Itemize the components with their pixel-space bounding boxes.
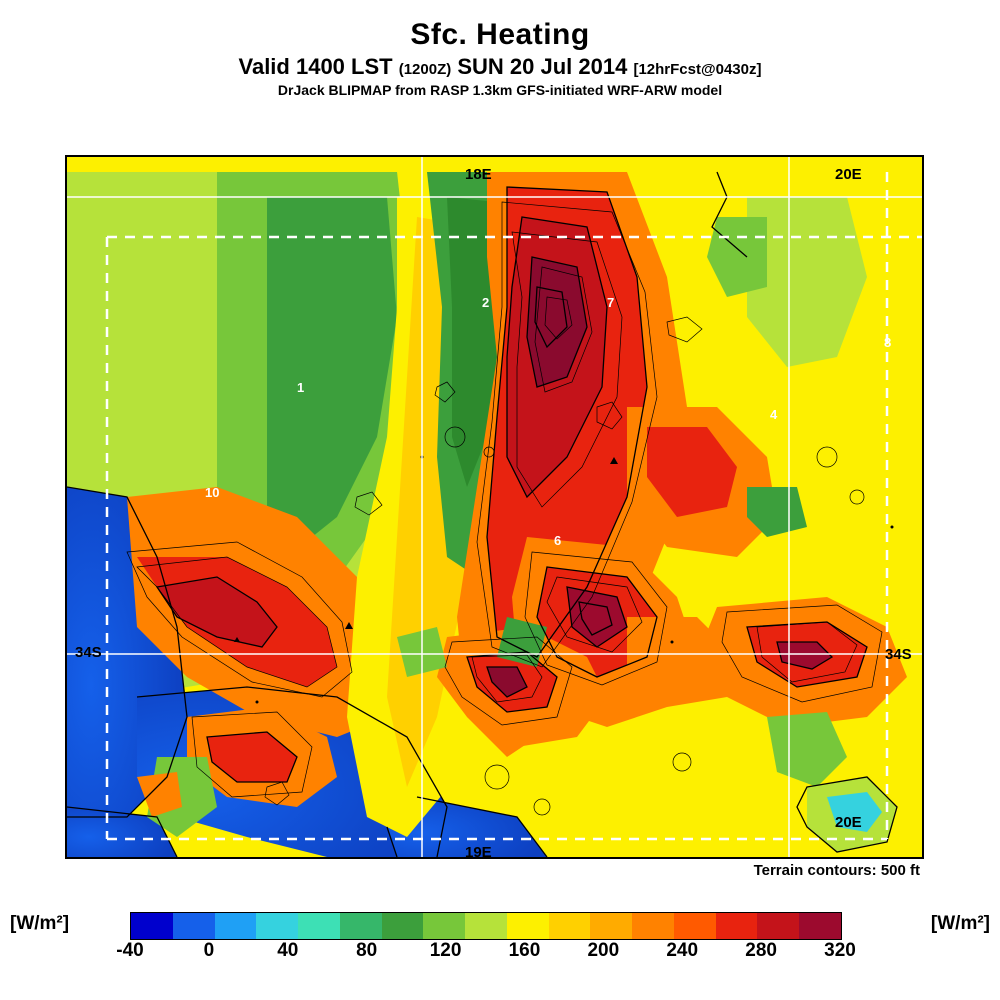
svg-text:2: 2 <box>482 295 489 310</box>
svg-text:34S: 34S <box>75 644 102 661</box>
colorbar-tick-320: 320 <box>824 940 856 962</box>
valid-bracket-text: [12hrFcst@0430z] <box>633 61 761 78</box>
svg-text:8: 8 <box>884 335 891 350</box>
colorbar-tick-0: 0 <box>204 940 215 962</box>
legend-right-unit-label: [W/m²] <box>931 913 990 935</box>
colorbar-segment <box>632 913 674 939</box>
valid-bold-text: Valid 1400 LST <box>239 54 393 79</box>
svg-text:34S: 34S <box>885 646 912 663</box>
colorbar-tick-280: 280 <box>745 940 777 962</box>
svg-text:6: 6 <box>554 533 561 548</box>
svg-text:4: 4 <box>770 407 778 422</box>
colorbar-segment <box>256 913 298 939</box>
colorbar-tick--40: -40 <box>116 940 143 962</box>
colorbar-segment <box>215 913 257 939</box>
valid-rest-text: SUN 20 Jul 2014 <box>457 54 627 79</box>
colorbar-segment <box>590 913 632 939</box>
valid-paren-text: (1200Z) <box>399 61 452 78</box>
colorbar-gradient <box>130 912 842 940</box>
svg-text:18E: 18E <box>465 166 492 183</box>
svg-text:19E: 19E <box>465 844 492 857</box>
svg-text:10: 10 <box>205 485 219 500</box>
map-svg: 18E 20E 34S 34S 19E 20E 2 7 6 8 4 10 1 <box>67 157 922 857</box>
legend-left-unit-label: [W/m²] <box>10 913 69 935</box>
colorbar-segment <box>423 913 465 939</box>
colorbar-segment <box>382 913 424 939</box>
svg-text:20E: 20E <box>835 814 862 831</box>
title-block: Sfc. Heating Valid 1400 LST (1200Z) SUN … <box>0 18 1000 98</box>
colorbar-segment <box>549 913 591 939</box>
terrain-contours-label: Terrain contours: 500 ft <box>754 862 920 879</box>
svg-text:20E: 20E <box>835 166 862 183</box>
colorbar-tick-120: 120 <box>430 940 462 962</box>
colorbar-tick-200: 200 <box>587 940 619 962</box>
colorbar-segment <box>131 913 173 939</box>
colorbar-tick-240: 240 <box>666 940 698 962</box>
colorbar-segment <box>799 913 841 939</box>
colorbar-segment <box>340 913 382 939</box>
colorbar-legend[interactable]: [W/m²] [W/m²] -40 0 40 80 120 160 200 240 280 320 <box>0 898 1000 993</box>
colorbar-segment <box>465 913 507 939</box>
colorbar-tick-80: 80 <box>356 940 377 962</box>
terrain-heating-map[interactable]: 18E 20E 34S 34S 19E 20E 2 7 6 8 4 10 1 <box>65 155 924 859</box>
colorbar-tick-160: 160 <box>509 940 541 962</box>
svg-text:1: 1 <box>297 380 304 395</box>
sub-line: DrJack BLIPMAP from RASP 1.3km GFS-initi… <box>0 82 1000 98</box>
colorbar-segment <box>298 913 340 939</box>
colorbar-segment <box>716 913 758 939</box>
colorbar-segment <box>173 913 215 939</box>
colorbar-segment <box>507 913 549 939</box>
colorbar-tick-40: 40 <box>277 940 298 962</box>
valid-line: Valid 1400 LST (1200Z) SUN 20 Jul 2014 [… <box>0 54 1000 80</box>
svg-text:7: 7 <box>607 295 614 310</box>
colorbar-ticks: -40 0 40 80 120 160 200 240 280 320 <box>130 940 840 970</box>
colorbar-segment <box>674 913 716 939</box>
colorbar-segment <box>757 913 799 939</box>
main-title: Sfc. Heating <box>0 18 1000 52</box>
